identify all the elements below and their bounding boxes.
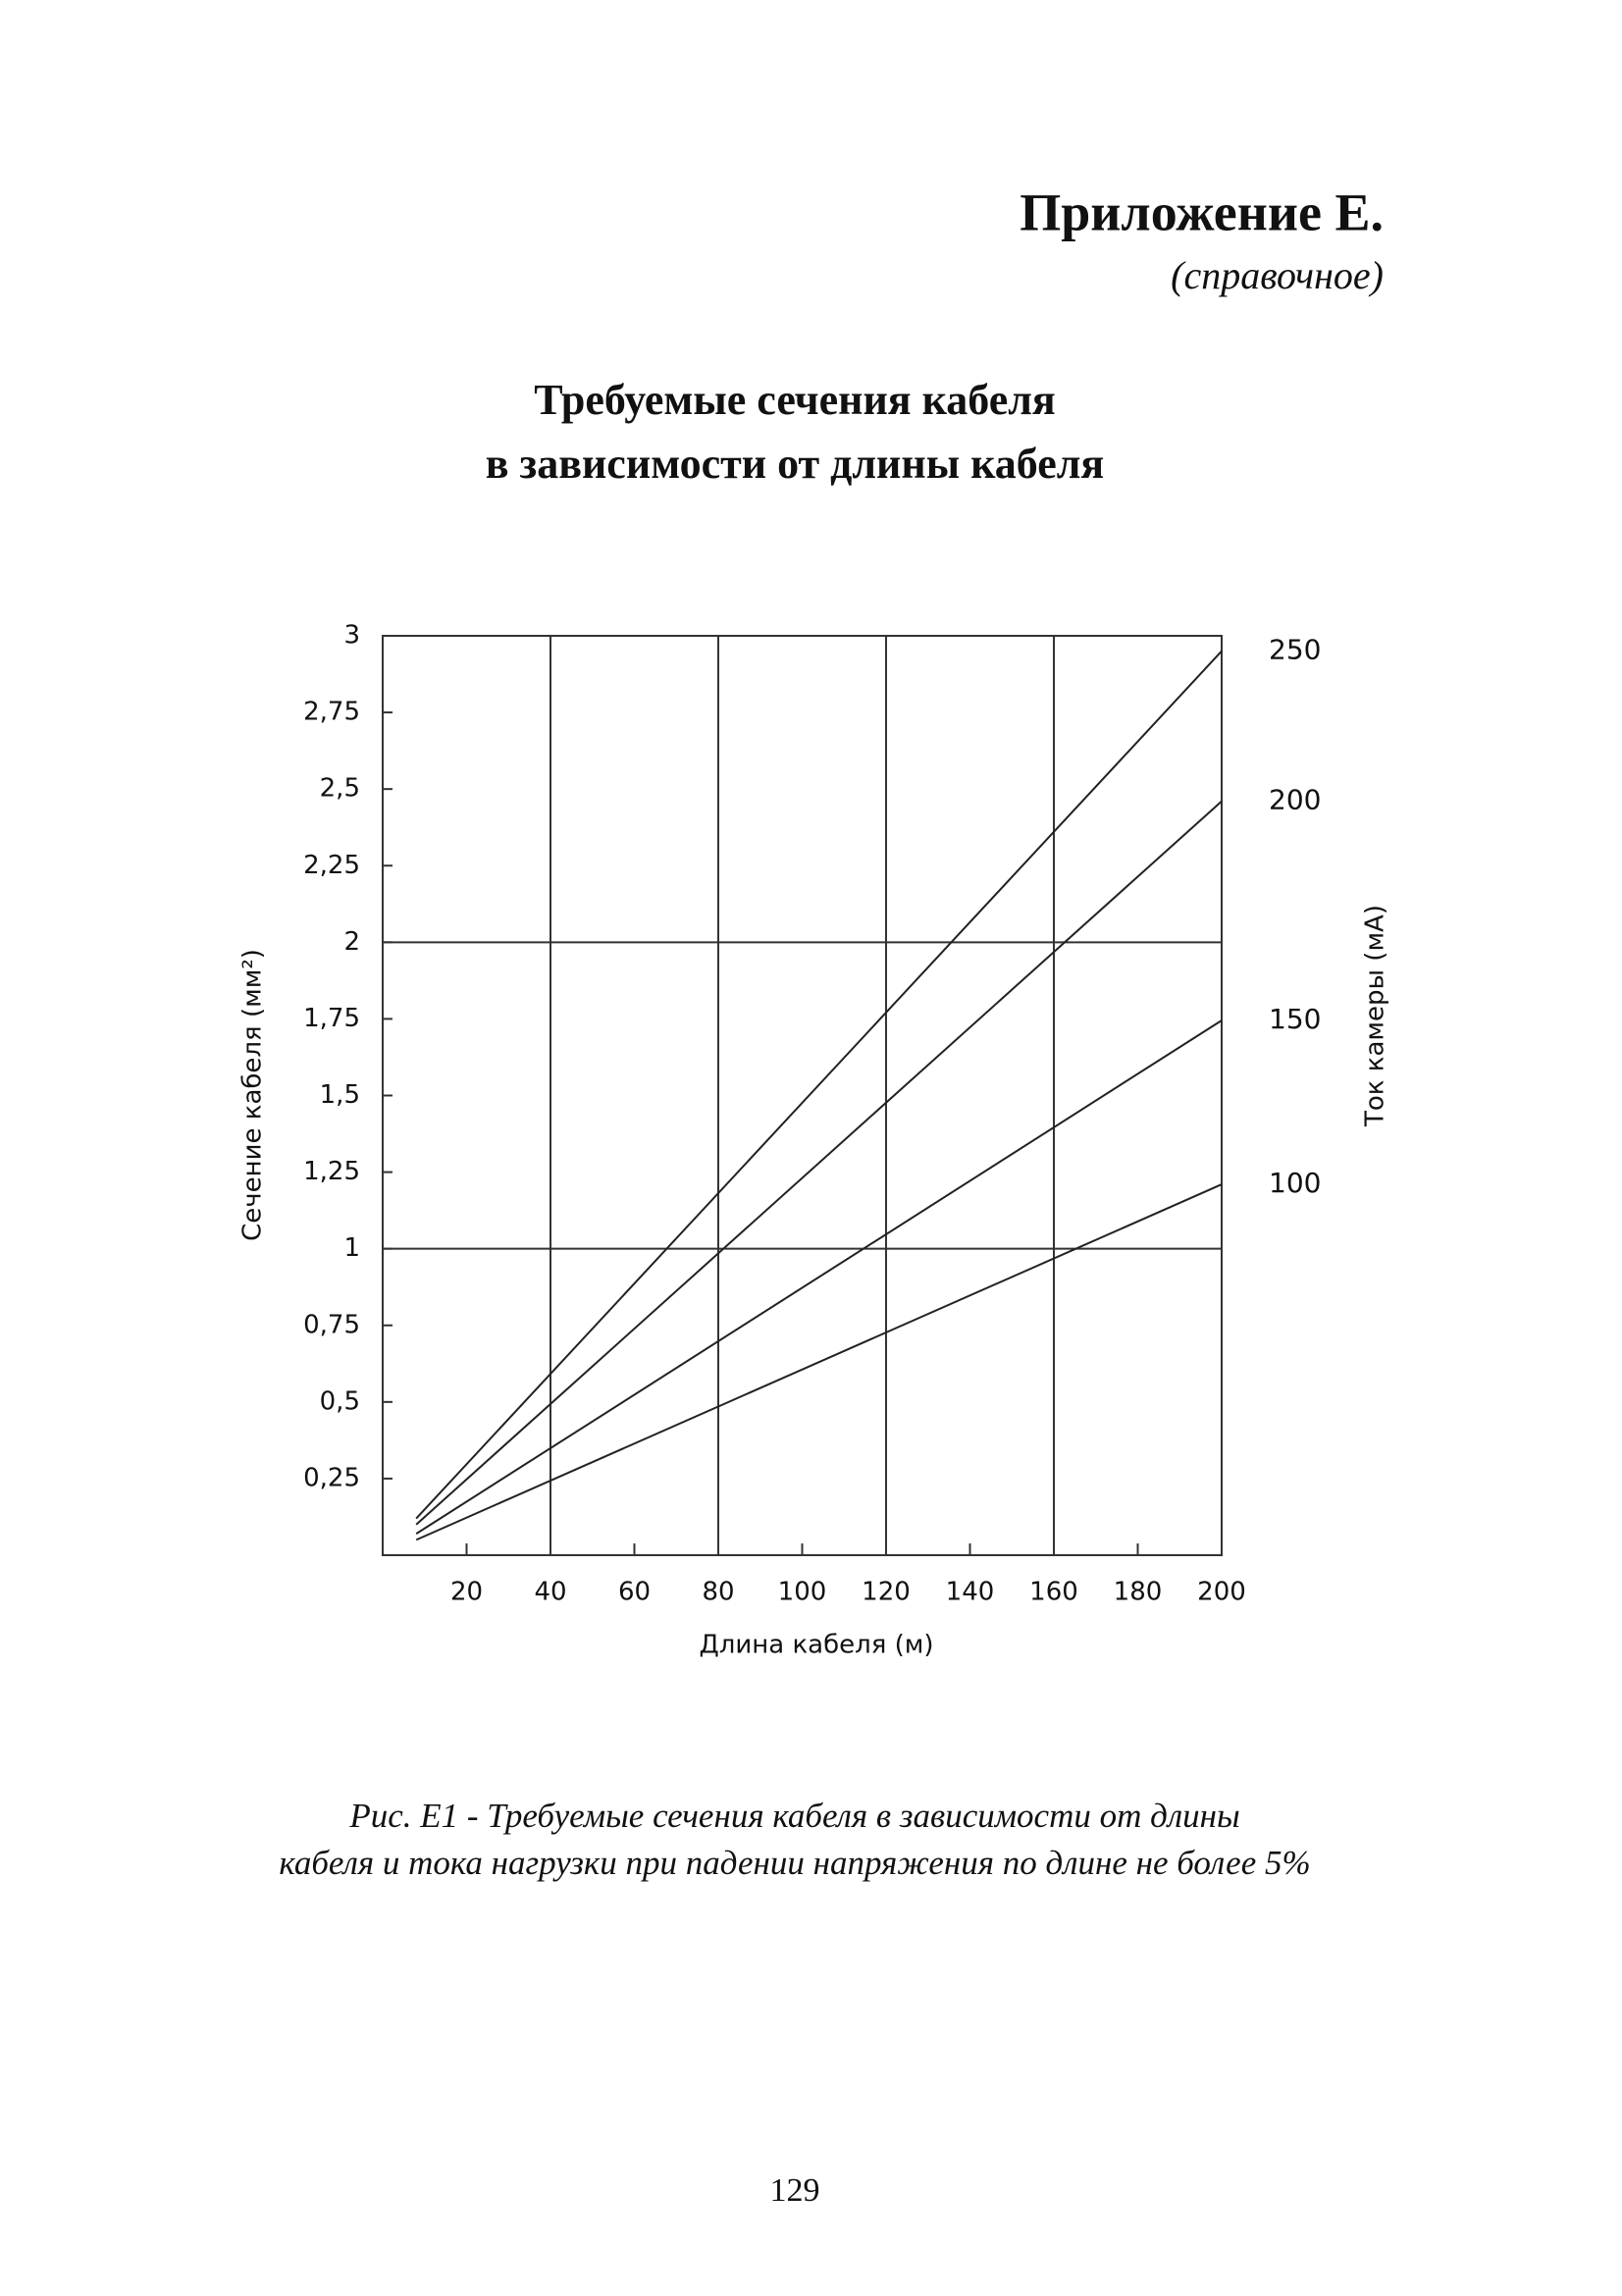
chart-title: Требуемые сечения кабеля	[534, 376, 1056, 424]
y-tick-label: 2,25	[303, 851, 360, 880]
y-tick-label: 1,5	[320, 1080, 360, 1110]
x-tick-label: 140	[946, 1578, 995, 1607]
series-label: 250	[1269, 634, 1321, 666]
chart-title: в зависимости от длины кабеля	[486, 440, 1104, 488]
y2-axis-label: Ток камеры (мА)	[1361, 905, 1390, 1127]
series-line	[415, 1019, 1223, 1535]
y-tick-label: 1,75	[303, 1004, 360, 1033]
x-axis-label: Длина кабеля (м)	[699, 1631, 933, 1660]
y-tick-label: 2,75	[303, 698, 360, 727]
y-tick-label: 2,5	[320, 774, 360, 804]
series-line	[415, 800, 1223, 1526]
page-number: 129	[770, 2172, 820, 2209]
series-label: 150	[1269, 1003, 1321, 1035]
y-tick-label: 1	[343, 1233, 360, 1263]
x-tick-label: 200	[1197, 1578, 1246, 1607]
y-tick-label: 0,5	[320, 1386, 360, 1416]
x-tick-label: 100	[778, 1578, 827, 1607]
x-tick-label: 60	[618, 1578, 651, 1607]
series-label: 200	[1269, 784, 1321, 816]
x-tick-label: 180	[1114, 1578, 1163, 1607]
series-line	[415, 1183, 1223, 1541]
series-line	[415, 650, 1223, 1520]
y-tick-label: 0,75	[303, 1310, 360, 1339]
y-tick-label: 1,25	[303, 1157, 360, 1186]
caption: кабеля и тока нагрузки при падении напря…	[279, 1844, 1310, 1882]
appendix-title: Приложение Е.	[1020, 183, 1384, 241]
x-tick-label: 40	[534, 1578, 566, 1607]
y-axis-label: Сечение кабеля (мм²)	[238, 949, 268, 1241]
series-label: 100	[1269, 1167, 1321, 1199]
y-tick-label: 2	[343, 927, 360, 957]
y-tick-label: 3	[343, 621, 360, 651]
x-tick-label: 80	[702, 1578, 734, 1607]
y-tick-label: 0,25	[303, 1463, 360, 1492]
caption: Рис. Е1 - Требуемые сечения кабеля в зав…	[348, 1797, 1239, 1835]
appendix-subtitle: (справочное)	[1171, 253, 1384, 297]
x-tick-label: 160	[1029, 1578, 1078, 1607]
x-tick-label: 120	[862, 1578, 911, 1607]
x-tick-label: 20	[450, 1578, 483, 1607]
